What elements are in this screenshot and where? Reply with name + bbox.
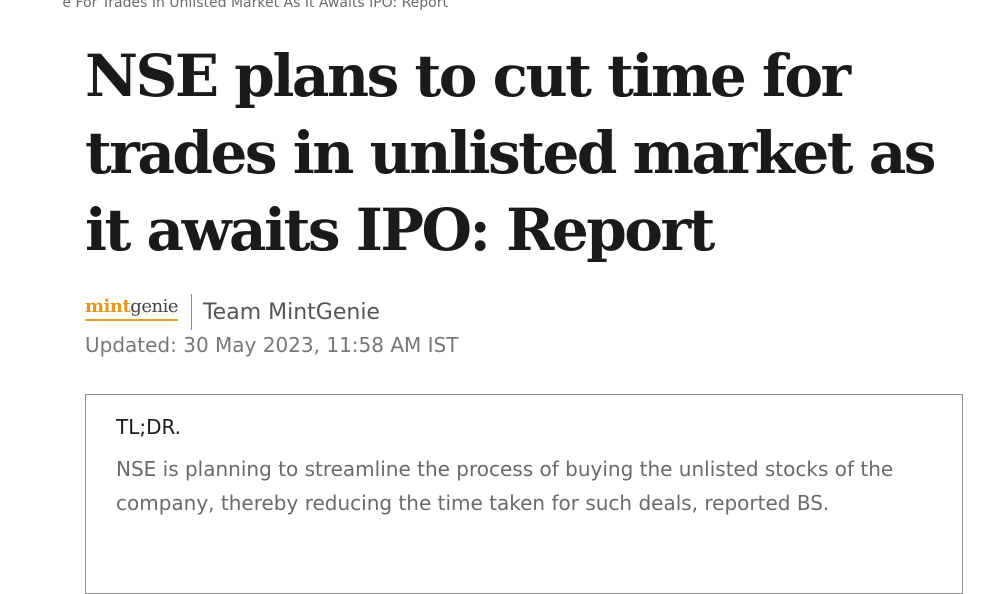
- breadcrumb: e For Trades In Unlisted Market As It Aw…: [0, 0, 986, 14]
- updated-timestamp: Updated: 30 May 2023, 11:58 AM IST: [85, 333, 459, 357]
- breadcrumb-text[interactable]: e For Trades In Unlisted Market As It Aw…: [62, 0, 448, 11]
- article-headline: NSE plans to cut time for trades in unli…: [85, 42, 936, 264]
- tldr-body: NSE is planning to streamline the proces…: [116, 457, 894, 515]
- author-name[interactable]: Team MintGenie: [202, 299, 380, 325]
- logo-genie-text: genie: [130, 295, 178, 317]
- mintgenie-logo[interactable]: mint genie: [85, 296, 178, 321]
- byline: mint genie Team MintGenie: [85, 293, 380, 331]
- tldr-box: TL;DR. NSE is planning to streamline the…: [85, 394, 963, 594]
- byline-divider: [190, 294, 192, 330]
- logo-mint-text: mint: [85, 295, 131, 317]
- tldr-heading: TL;DR.: [116, 415, 182, 439]
